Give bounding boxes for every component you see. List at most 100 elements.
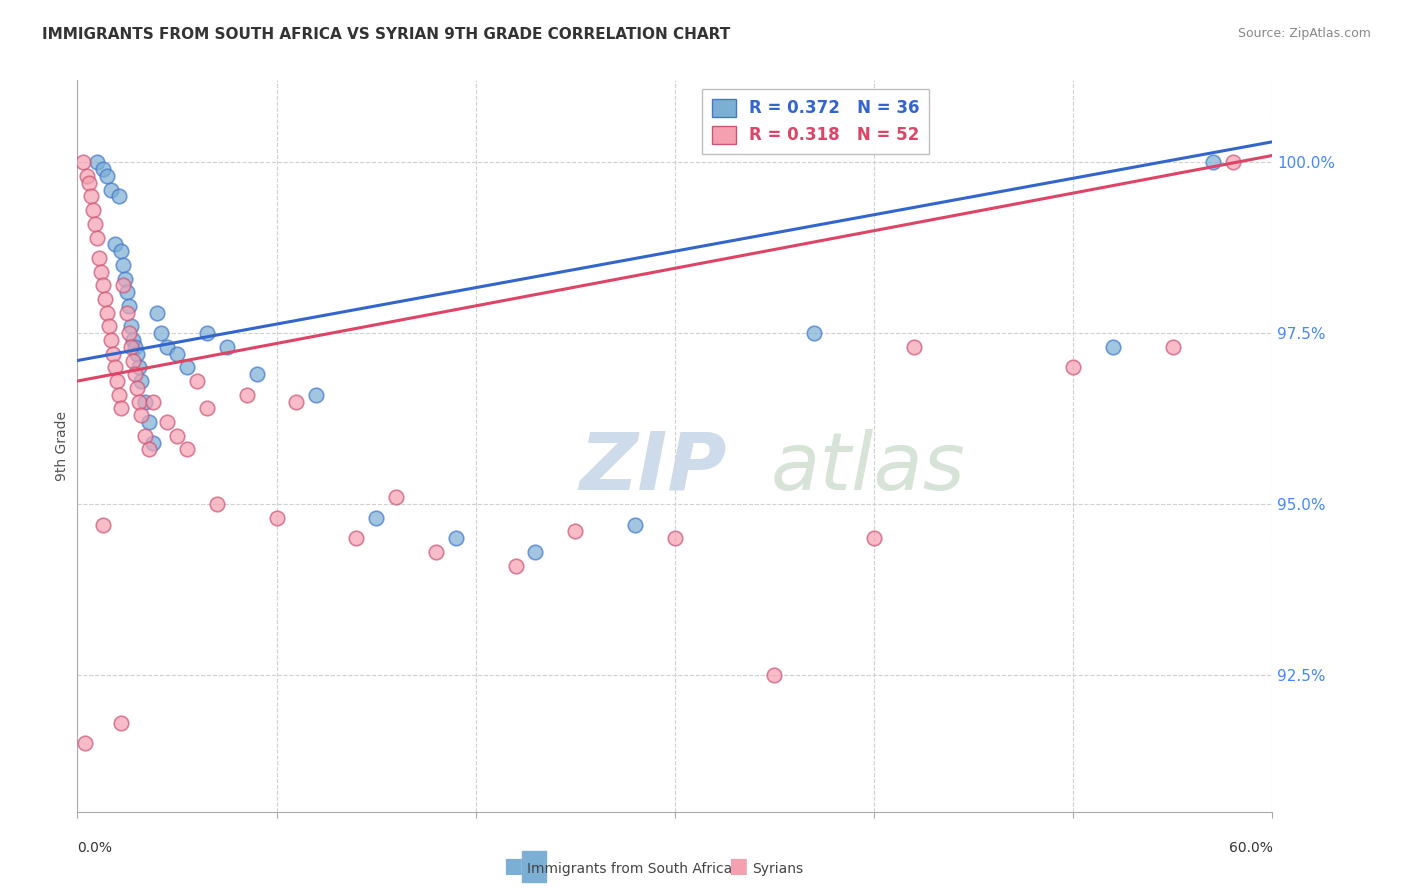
Point bbox=[425, 545, 447, 559]
Point bbox=[127, 381, 149, 395]
Point bbox=[114, 271, 136, 285]
Point bbox=[91, 162, 114, 177]
Point bbox=[128, 360, 150, 375]
Point bbox=[120, 319, 142, 334]
Point bbox=[142, 394, 165, 409]
Point bbox=[366, 510, 388, 524]
Point bbox=[104, 237, 127, 252]
Point bbox=[156, 415, 179, 429]
Point bbox=[166, 347, 188, 361]
Point bbox=[150, 326, 173, 341]
Point bbox=[112, 278, 135, 293]
Point bbox=[90, 265, 112, 279]
Point bbox=[110, 715, 132, 730]
Point bbox=[1102, 340, 1125, 354]
Point bbox=[84, 217, 107, 231]
Point bbox=[385, 490, 408, 504]
Point bbox=[134, 429, 156, 443]
Text: Immigrants from South Africa: Immigrants from South Africa bbox=[527, 862, 733, 876]
Text: 60.0%: 60.0% bbox=[1229, 841, 1272, 855]
Point bbox=[305, 388, 328, 402]
Text: ■: ■ bbox=[503, 856, 523, 876]
Point bbox=[75, 736, 97, 750]
Point bbox=[176, 442, 198, 457]
Point bbox=[195, 401, 218, 416]
Point bbox=[115, 285, 138, 300]
Point bbox=[344, 531, 367, 545]
Point bbox=[235, 388, 257, 402]
Point bbox=[246, 368, 269, 382]
Point bbox=[142, 435, 165, 450]
Point bbox=[903, 340, 925, 354]
Point bbox=[803, 326, 825, 341]
Point bbox=[118, 299, 141, 313]
Text: Source: ZipAtlas.com: Source: ZipAtlas.com bbox=[1237, 27, 1371, 40]
Point bbox=[138, 442, 160, 457]
Point bbox=[100, 183, 122, 197]
Point bbox=[1062, 360, 1084, 375]
Point bbox=[100, 333, 122, 347]
Point bbox=[118, 326, 141, 341]
Point bbox=[124, 340, 146, 354]
Point bbox=[98, 319, 121, 334]
Point bbox=[82, 203, 104, 218]
Text: 0.0%: 0.0% bbox=[77, 841, 112, 855]
Point bbox=[122, 333, 145, 347]
Point bbox=[505, 558, 527, 573]
Point bbox=[564, 524, 586, 539]
Point bbox=[215, 340, 238, 354]
Point bbox=[664, 531, 686, 545]
Point bbox=[624, 517, 647, 532]
Text: IMMIGRANTS FROM SOUTH AFRICA VS SYRIAN 9TH GRADE CORRELATION CHART: IMMIGRANTS FROM SOUTH AFRICA VS SYRIAN 9… bbox=[42, 27, 731, 42]
Point bbox=[1161, 340, 1184, 354]
Point bbox=[195, 326, 218, 341]
Point bbox=[86, 230, 108, 244]
Point bbox=[205, 497, 228, 511]
Point bbox=[80, 189, 103, 203]
Legend: R = 0.372   N = 36, R = 0.318   N = 52: R = 0.372 N = 36, R = 0.318 N = 52 bbox=[703, 88, 929, 154]
Point bbox=[79, 176, 101, 190]
Text: Syrians: Syrians bbox=[752, 862, 803, 876]
Point bbox=[285, 394, 308, 409]
Point bbox=[110, 401, 132, 416]
Point bbox=[146, 306, 169, 320]
Point bbox=[96, 169, 118, 183]
Point bbox=[89, 251, 111, 265]
Point bbox=[524, 545, 547, 559]
Text: ZIP: ZIP bbox=[579, 429, 727, 507]
Point bbox=[138, 415, 160, 429]
Point bbox=[115, 306, 138, 320]
Point bbox=[122, 353, 145, 368]
Point bbox=[1202, 155, 1225, 169]
Point bbox=[112, 258, 135, 272]
Point bbox=[91, 517, 114, 532]
Point bbox=[108, 189, 131, 203]
Point bbox=[105, 374, 128, 388]
Point bbox=[134, 394, 156, 409]
Point bbox=[863, 531, 886, 545]
Y-axis label: 9th Grade: 9th Grade bbox=[55, 411, 69, 481]
Point bbox=[129, 374, 152, 388]
Point bbox=[129, 409, 152, 423]
Point bbox=[104, 360, 127, 375]
Point bbox=[156, 340, 179, 354]
Point bbox=[110, 244, 132, 259]
Point bbox=[266, 510, 288, 524]
Text: atlas: atlas bbox=[770, 429, 966, 507]
Point bbox=[763, 668, 786, 682]
Point bbox=[120, 340, 142, 354]
Point bbox=[94, 292, 117, 306]
Point bbox=[444, 531, 467, 545]
Point bbox=[128, 394, 150, 409]
Point bbox=[76, 169, 98, 183]
Point bbox=[124, 368, 146, 382]
Point bbox=[86, 155, 108, 169]
Point bbox=[108, 388, 131, 402]
Point bbox=[166, 429, 188, 443]
Point bbox=[186, 374, 208, 388]
Point bbox=[72, 155, 94, 169]
Point bbox=[127, 347, 149, 361]
Point bbox=[103, 347, 124, 361]
Point bbox=[1222, 155, 1244, 169]
Point bbox=[91, 278, 114, 293]
